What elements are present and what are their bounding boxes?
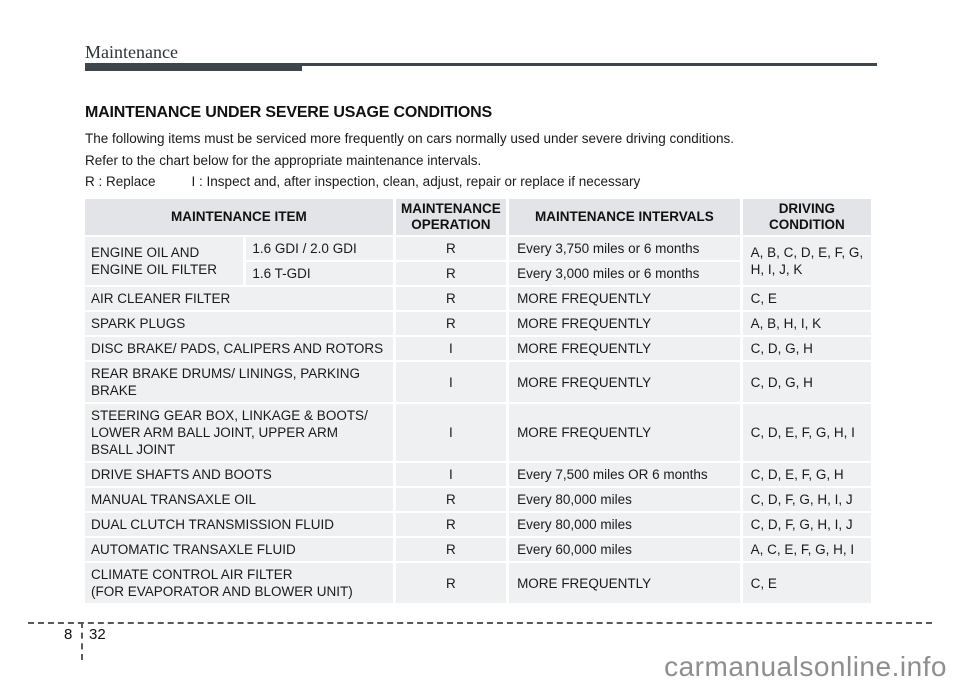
table-row: SPARK PLUGS R MORE FREQUENTLY A, B, H, I, K <box>85 312 871 335</box>
table-cell-item: ENGINE OIL AND ENGINE OIL FILTER <box>85 237 244 285</box>
table-header-row: MAINTENANCE ITEM MAINTENANCE OPERATION MAI… <box>85 199 871 235</box>
table-cell-cond: A, C, E, F, G, H, I <box>742 538 871 561</box>
table-cell-item: AUTOMATIC TRANSAXLE FLUID <box>85 538 393 561</box>
table-cell-cond: C, D, E, F, G, H, I <box>742 404 871 461</box>
table-row: 1.6 T-GDI R Every 3,000 miles or 6 months <box>85 262 871 285</box>
table-cell-op: I <box>395 463 507 486</box>
table-row: DISC BRAKE/ PADS, CALIPERS AND ROTORS I MO… <box>85 337 871 360</box>
table-cell-item-sub: 1.6 T-GDI <box>246 262 393 285</box>
table-cell-interval: MORE FREQUENTLY <box>509 404 740 461</box>
header-rule <box>302 63 877 66</box>
page-number: 32 <box>89 626 106 643</box>
table-cell-item: MANUAL TRANSAXLE OIL <box>85 488 393 511</box>
table-header-cell: MAINTENANCE OPERATION <box>395 199 507 235</box>
watermark: carmanualsonline.info <box>664 651 947 682</box>
intro-line-2: Refer to the chart below for the appropr… <box>85 152 482 168</box>
table-cell-op: R <box>395 488 507 511</box>
table-row: CLIMATE CONTROL AIR FILTER (FOR EVAPORAT… <box>85 563 871 603</box>
table-cell-op: R <box>395 312 507 335</box>
table-row: MANUAL TRANSAXLE OIL R Every 80,000 miles C… <box>85 488 871 511</box>
table-cell-item: CLIMATE CONTROL AIR FILTER (FOR EVAPORAT… <box>85 563 393 603</box>
table-cell-interval: MORE FREQUENTLY <box>509 362 740 402</box>
table-cell-cond: C, D, F, G, H, I, J <box>742 513 871 536</box>
table-cell-cond: C, D, F, G, H, I, J <box>742 488 871 511</box>
table-cell-cond: A, B, H, I, K <box>742 312 871 335</box>
table-cell-cond: C, D, G, H <box>742 362 871 402</box>
page-title: MAINTENANCE UNDER SEVERE USAGE CONDITION… <box>85 104 492 121</box>
table-header-cell: MAINTENANCE INTERVALS <box>509 199 740 235</box>
table-cell-item: STEERING GEAR BOX, LINKAGE & BOOTS/ LOWE… <box>85 404 393 461</box>
table-cell-cond: A, B, C, D, E, F, G, H, I, J, K <box>742 237 871 285</box>
table-cell-op: R <box>395 563 507 603</box>
table-cell-cond: C, D, G, H <box>742 337 871 360</box>
table-cell-op: R <box>395 538 507 561</box>
table-row: DUAL CLUTCH TRANSMISSION FLUID R Every 80,… <box>85 513 871 536</box>
table-cell-op: I <box>395 362 507 402</box>
table-cell-op: I <box>395 337 507 360</box>
footer-dashed-rule <box>28 622 932 624</box>
table-cell-interval: MORE FREQUENTLY <box>509 563 740 603</box>
table-row: STEERING GEAR BOX, LINKAGE & BOOTS/ LOWE… <box>85 404 871 461</box>
table-cell-item: AIR CLEANER FILTER <box>85 287 393 310</box>
table-cell-interval: Every 7,500 miles OR 6 months <box>509 463 740 486</box>
table-cell-cond: C, D, E, F, G, H <box>742 463 871 486</box>
intro-line-1: The following items must be serviced mor… <box>85 131 735 146</box>
table-cell-op: R <box>395 287 507 310</box>
table-cell-op: R <box>395 237 507 260</box>
page-content: MAINTENANCE UNDER SEVERE USAGE CONDITION… <box>85 104 877 605</box>
table-cell-interval: Every 3,750 miles or 6 months <box>509 237 740 260</box>
legend-replace: R : Replace <box>85 174 156 189</box>
table-cell-op: R <box>395 262 507 285</box>
table-cell-cond: C, E <box>742 563 871 603</box>
chapter-number: 8 <box>64 626 73 643</box>
table-cell-item: DISC BRAKE/ PADS, CALIPERS AND ROTORS <box>85 337 393 360</box>
table-row: AIR CLEANER FILTER R MORE FREQUENTLY C, E <box>85 287 871 310</box>
table-cell-op: I <box>395 404 507 461</box>
table-cell-item-sub: 1.6 GDI / 2.0 GDI <box>246 237 393 260</box>
section-header: Maintenance <box>85 42 178 62</box>
table-cell-interval: Every 80,000 miles <box>509 488 740 511</box>
table-row: REAR BRAKE DRUMS/ LININGS, PARKING BRAKE… <box>85 362 871 402</box>
table-cell-op: R <box>395 513 507 536</box>
table-cell-item: DRIVE SHAFTS AND BOOTS <box>85 463 393 486</box>
table-row: DRIVE SHAFTS AND BOOTS I Every 7,500 miles… <box>85 463 871 486</box>
table-cell-interval: MORE FREQUENTLY <box>509 312 740 335</box>
legend-inspect: I : Inspect and, after inspection, clean… <box>191 174 641 189</box>
table-cell-item: DUAL CLUTCH TRANSMISSION FLUID <box>85 513 393 536</box>
table-cell-interval: MORE FREQUENTLY <box>509 337 740 360</box>
table-cell-interval: MORE FREQUENTLY <box>509 287 740 310</box>
table-cell-cond: C, E <box>742 287 871 310</box>
header-accent-bar <box>85 63 302 71</box>
legend-line: R : Replace I : Inspect and, after inspec… <box>85 174 877 189</box>
table-cell-interval: Every 80,000 miles <box>509 513 740 536</box>
table-cell-item: REAR BRAKE DRUMS/ LININGS, PARKING BRAKE <box>85 362 393 402</box>
table-row: AUTOMATIC TRANSAXLE FLUID R Every 60,000 m… <box>85 538 871 561</box>
table-cell-item: SPARK PLUGS <box>85 312 393 335</box>
table-header-cell: DRIVING CONDITION <box>742 199 871 235</box>
maintenance-table: MAINTENANCE ITEM MAINTENANCE OPERATION MAI… <box>82 197 874 605</box>
table-header-cell: MAINTENANCE ITEM <box>85 199 393 235</box>
footer-dashed-divider <box>81 622 83 660</box>
table-row: ENGINE OIL AND ENGINE OIL FILTER 1.6 GDI … <box>85 237 871 285</box>
table-head: MAINTENANCE ITEM MAINTENANCE OPERATION MAI… <box>85 199 871 235</box>
table-cell-interval: Every 3,000 miles or 6 months <box>509 262 740 285</box>
table-body: ENGINE OIL AND ENGINE OIL FILTER 1.6 GDI … <box>85 237 871 603</box>
table-cell-interval: Every 60,000 miles <box>509 538 740 561</box>
